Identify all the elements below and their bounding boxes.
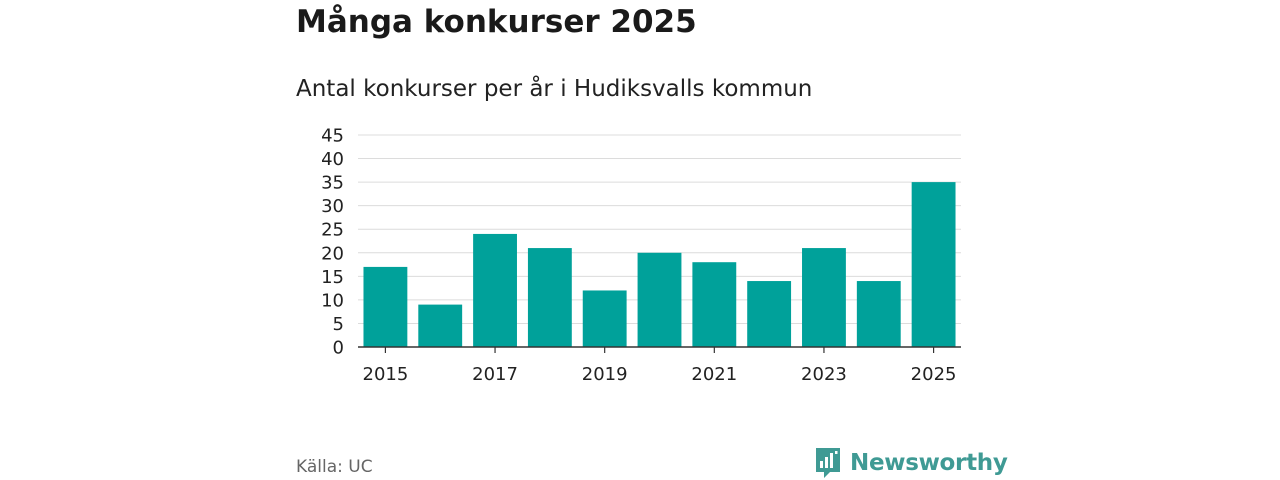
bar-2021 — [692, 262, 737, 347]
y-tick-label: 15 — [321, 267, 344, 288]
bar-2025 — [911, 182, 956, 347]
source-label: Källa: UC — [296, 457, 373, 477]
brand-name: Newsworthy — [850, 450, 1008, 476]
x-tick-label: 2023 — [801, 364, 847, 385]
y-tick-label: 10 — [321, 290, 344, 311]
bar-2017 — [473, 233, 517, 347]
bar-2022 — [747, 281, 792, 347]
bar-2024 — [856, 281, 901, 347]
y-tick-label: 5 — [333, 314, 344, 335]
bar-2016 — [418, 304, 463, 347]
bar-2015 — [363, 266, 408, 347]
x-tick-label: 2015 — [363, 364, 409, 385]
x-tick-label: 2025 — [911, 364, 957, 385]
y-tick-label: 30 — [321, 196, 344, 217]
bars — [363, 182, 956, 347]
y-tick-label: 20 — [321, 243, 344, 264]
bar-2018 — [527, 248, 572, 347]
chart-title: Många konkurser 2025 — [296, 4, 697, 40]
bar-2023 — [802, 248, 846, 347]
y-tick-label: 45 — [321, 126, 344, 147]
x-axis-ticks: 2015 2017 2019 2021 2023 2025 — [363, 347, 957, 385]
x-tick-label: 2021 — [691, 364, 737, 385]
chart-subtitle: Antal konkurser per år i Hudiksvalls kom… — [296, 76, 813, 102]
y-tick-label: 25 — [321, 220, 344, 241]
y-tick-label: 35 — [321, 173, 344, 194]
bar-2020 — [637, 252, 682, 347]
x-tick-label: 2017 — [472, 364, 518, 385]
newsworthy-logo-icon — [816, 448, 840, 478]
bar-2019 — [582, 290, 627, 347]
y-tick-label: 0 — [333, 338, 344, 359]
x-tick-label: 2019 — [582, 364, 628, 385]
brand-logo: Newsworthy — [814, 446, 1008, 480]
y-tick-label: 40 — [321, 149, 344, 170]
